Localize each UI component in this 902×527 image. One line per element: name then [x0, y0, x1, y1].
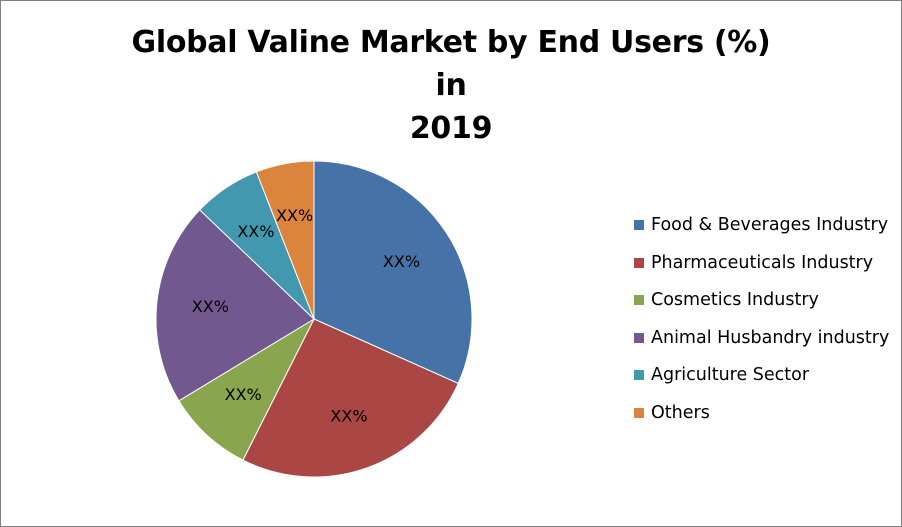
legend-swatch — [634, 332, 644, 343]
chart-title-line-1: Global Valine Market by End Users (%) in — [131, 25, 771, 103]
legend-item: Animal Husbandry industry — [634, 324, 896, 352]
pie-slice-food-beverages-industry — [313, 160, 473, 385]
legend-label: Cosmetics Industry — [651, 290, 819, 310]
legend-label: Agriculture Sector — [651, 365, 810, 385]
legend-swatch — [634, 220, 644, 230]
pie-data-label: XX% — [383, 252, 420, 271]
legend-item: Cosmetics Industry — [634, 286, 896, 314]
legend-swatch — [634, 407, 644, 418]
pie-slice-pharmaceuticals-industry — [242, 318, 459, 478]
pie-data-label: XX% — [225, 385, 262, 404]
legend-label: Food & Beverages Industry — [651, 215, 889, 235]
pie-slice-animal-husbandry-industry — [155, 209, 315, 402]
legend-swatch — [634, 257, 644, 268]
pie-data-label: XX% — [330, 407, 367, 426]
pie-data-label: XX% — [192, 297, 229, 316]
pie-slice-others — [255, 160, 315, 320]
legend-item: Food & Beverages Industry — [634, 211, 896, 239]
legend-label: Pharmaceuticals Industry — [651, 252, 874, 273]
legend-item: Pharmaceuticals Industry — [634, 249, 896, 277]
legend-label: Animal Husbandry industry — [651, 327, 890, 348]
legend-label: Others — [651, 402, 710, 423]
legend-swatch — [634, 370, 644, 380]
chart-legend: Food & Beverages Industry Pharmaceuticals… — [634, 211, 896, 436]
chart-title: Global Valine Market by End Users (%) in… — [121, 21, 781, 150]
pie-data-label: XX% — [276, 206, 313, 225]
pie-data-label: XX% — [237, 222, 274, 241]
pie-slices — [155, 160, 473, 478]
pie-data-labels: XX%XX%XX%XX%XX%XX% — [192, 206, 420, 426]
legend-item: Agriculture Sector — [634, 361, 896, 389]
legend-item: Others — [634, 399, 896, 427]
legend-swatch — [634, 295, 644, 305]
pie-slice-cosmetics-industry — [178, 317, 316, 461]
chart-title-line-2: 2019 — [409, 111, 493, 146]
